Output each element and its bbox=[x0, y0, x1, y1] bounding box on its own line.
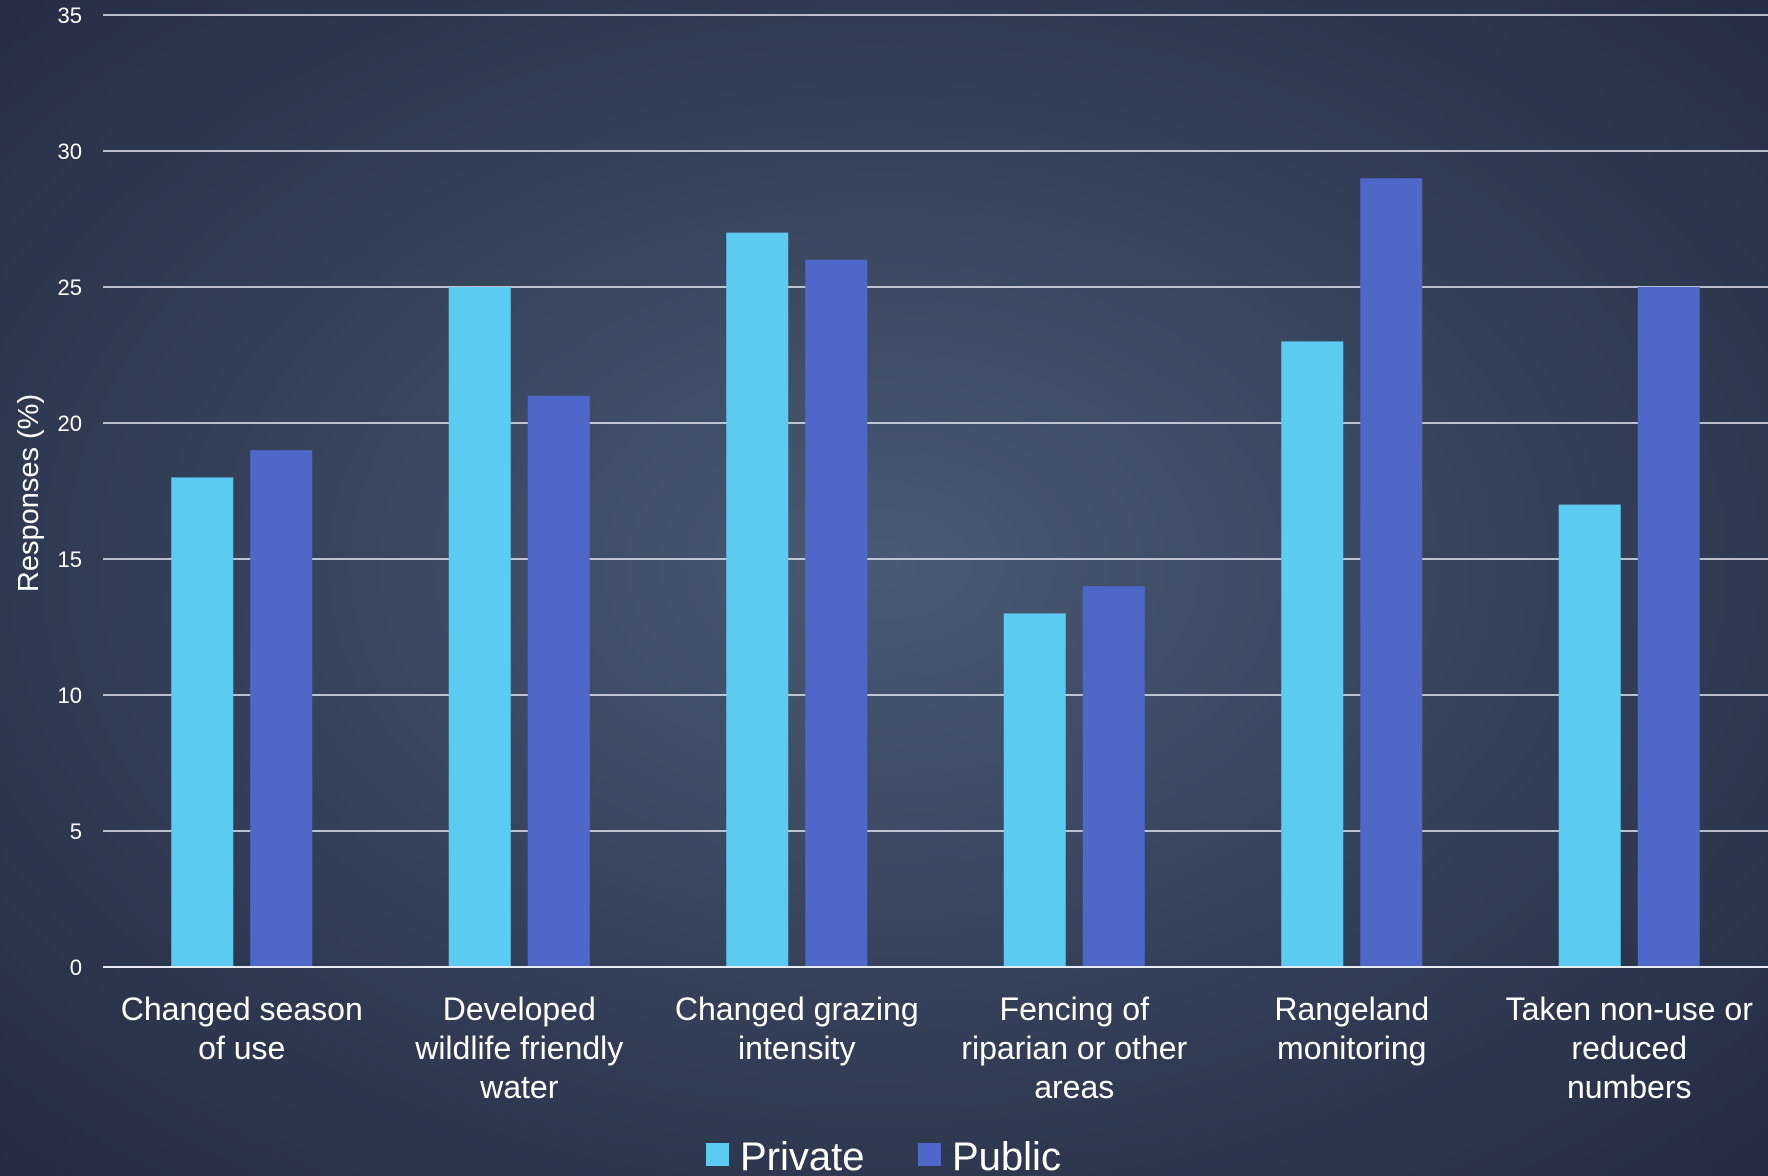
x-category-label-line: Developed bbox=[443, 991, 596, 1027]
bar-private bbox=[448, 287, 511, 967]
y-tick-label: 35 bbox=[58, 3, 82, 28]
x-category-label-line: reduced bbox=[1571, 1030, 1687, 1066]
x-category-label-line: Rangeland bbox=[1274, 991, 1429, 1027]
bar-public bbox=[250, 450, 313, 967]
x-category-label-line: wildlife friendly bbox=[414, 1030, 623, 1066]
x-category-label-line: intensity bbox=[738, 1030, 855, 1066]
x-category-label: Changed season of use bbox=[121, 991, 363, 1066]
x-category-label: Changed grazing intensity bbox=[675, 991, 919, 1066]
x-category-label-line: areas bbox=[1034, 1069, 1114, 1105]
x-category-label-line: riparian or other bbox=[961, 1030, 1187, 1066]
x-category-label-line: numbers bbox=[1567, 1069, 1692, 1105]
bar-private bbox=[1558, 504, 1621, 967]
x-category-label: Taken non-use or reduced numbers bbox=[1506, 991, 1754, 1105]
bar-public bbox=[1637, 287, 1700, 967]
x-category-label: Fencing of riparian or other areas bbox=[961, 991, 1187, 1105]
x-category-label-line: Taken non-use or bbox=[1506, 991, 1754, 1027]
y-tick-label: 25 bbox=[58, 275, 82, 300]
x-category-label: Developed wildlife friendly water bbox=[414, 991, 623, 1105]
legend-swatch-private bbox=[706, 1143, 729, 1166]
y-tick-label: 30 bbox=[58, 139, 82, 164]
y-tick-label: 0 bbox=[70, 955, 82, 980]
x-category-label-line: of use bbox=[198, 1030, 285, 1066]
legend: Private Public bbox=[706, 1135, 1061, 1176]
x-category-label: Rangeland monitoring bbox=[1274, 991, 1429, 1066]
x-axis-categories: Changed season of use Developed wildlife fr… bbox=[121, 991, 1753, 1105]
bar-public bbox=[1360, 178, 1423, 967]
bar-public bbox=[805, 259, 868, 967]
bar-private bbox=[171, 477, 234, 967]
x-category-label-line: Fencing of bbox=[1000, 991, 1150, 1027]
y-axis-ticks: 0 5 10 15 20 25 30 35 bbox=[58, 3, 82, 980]
bar-public bbox=[1082, 586, 1145, 967]
x-category-label-line: Changed season bbox=[121, 991, 363, 1027]
bar-private bbox=[1003, 613, 1066, 967]
bar-private bbox=[726, 232, 789, 968]
x-category-label-line: Changed grazing bbox=[675, 991, 919, 1027]
legend-label-private: Private bbox=[740, 1135, 865, 1176]
bars bbox=[103, 178, 1768, 968]
y-tick-label: 5 bbox=[70, 819, 82, 844]
x-category-label-line: water bbox=[479, 1069, 559, 1105]
bar-private bbox=[1281, 341, 1344, 967]
y-tick-label: 10 bbox=[58, 683, 82, 708]
y-tick-label: 20 bbox=[58, 411, 82, 436]
gridlines bbox=[103, 14, 1768, 968]
y-axis-title: Responses (%) bbox=[13, 394, 45, 592]
y-tick-label: 15 bbox=[58, 547, 82, 572]
legend-swatch-public bbox=[918, 1143, 941, 1166]
legend-label-public: Public bbox=[952, 1135, 1061, 1176]
bar-public bbox=[527, 395, 590, 967]
x-category-label-line: monitoring bbox=[1277, 1030, 1426, 1066]
